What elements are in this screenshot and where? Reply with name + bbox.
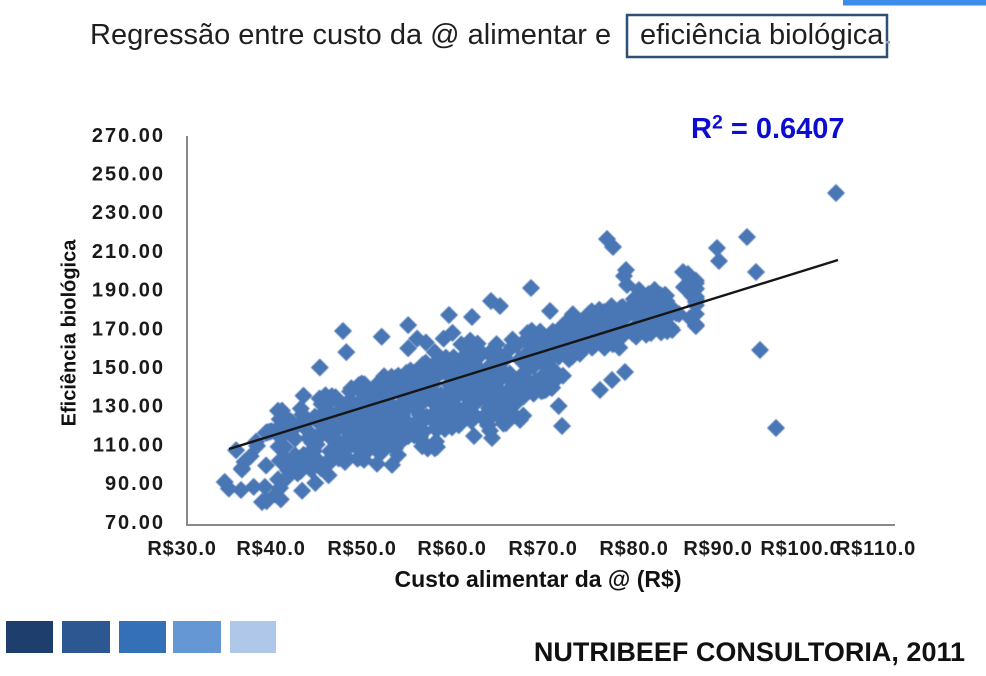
svg-text:R2 = 0.6407: R2 = 0.6407 [691,112,845,146]
svg-text:190.00: 190.00 [92,280,165,302]
svg-text:250.00: 250.00 [92,164,165,186]
svg-text:R$80.0: R$80.0 [599,538,668,560]
svg-text:270.00: 270.00 [92,125,165,147]
svg-text:R$60.0: R$60.0 [417,538,486,560]
svg-text:Custo alimentar da @ (R$): Custo alimentar da @ (R$) [395,566,682,592]
svg-text:R$50.0: R$50.0 [327,538,396,560]
svg-text:150.00: 150.00 [92,357,165,379]
svg-text:R$40.0: R$40.0 [236,538,305,560]
svg-text:NUTRIBEEF CONSULTORIA, 2011: NUTRIBEEF CONSULTORIA, 2011 [534,637,965,667]
svg-text:R$100.0: R$100.0 [760,538,841,560]
svg-text:170.00: 170.00 [92,318,165,340]
svg-text:210.00: 210.00 [92,241,165,263]
svg-text:Eficiência biológica: Eficiência biológica [59,239,81,427]
svg-text:R$110.0: R$110.0 [836,538,916,560]
svg-text:R$70.0: R$70.0 [508,538,577,560]
svg-text:110.00: 110.00 [93,434,165,456]
svg-text:230.00: 230.00 [92,202,165,224]
svg-text:130.00: 130.00 [92,396,165,418]
svg-text:R$30.0: R$30.0 [147,538,216,560]
svg-text:70.00: 70.00 [105,512,165,534]
svg-text:eficiência biológica: eficiência biológica [640,19,884,51]
svg-text:90.00: 90.00 [105,473,165,495]
svg-text:R$90.0: R$90.0 [683,538,752,560]
svg-text:Regressão entre custo da @ ali: Regressão entre custo da @ alimentar e [90,19,611,51]
